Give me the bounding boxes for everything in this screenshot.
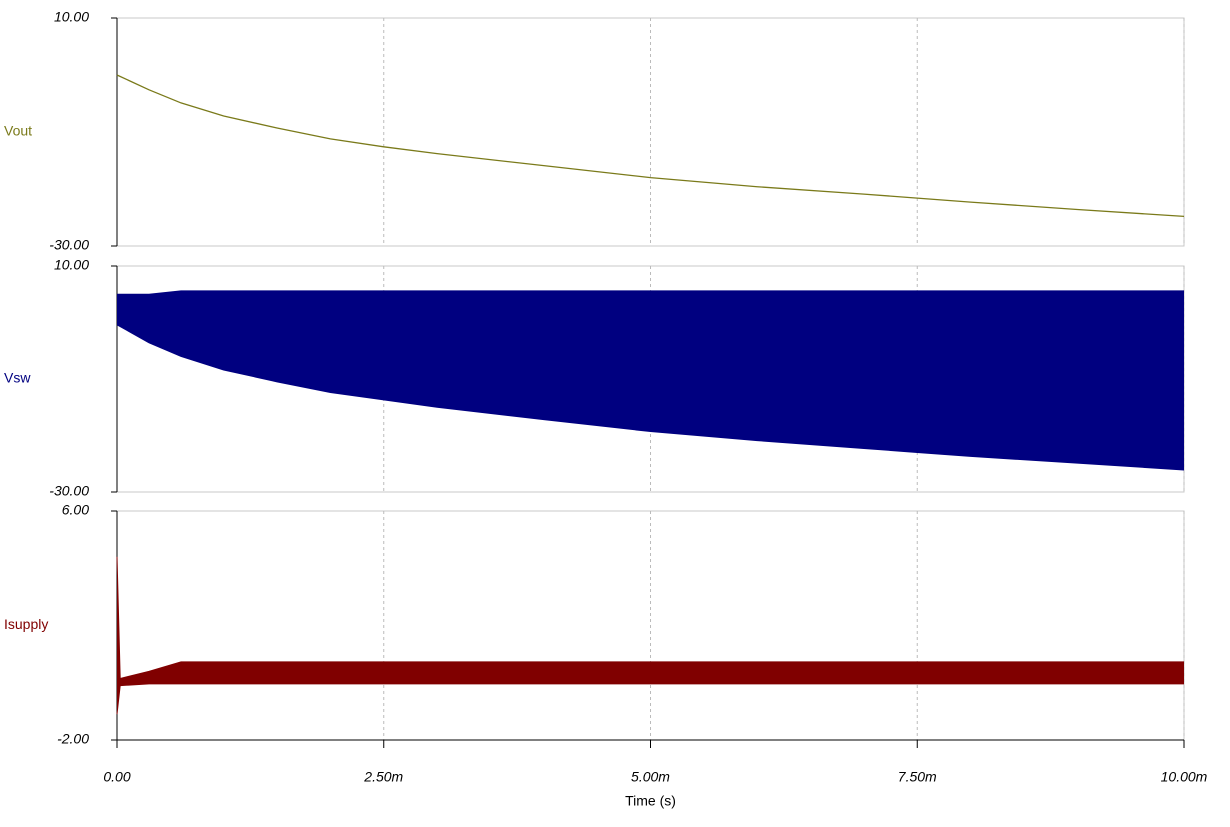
x-axis-label: Time (s) bbox=[625, 793, 676, 809]
y-tick-label: -2.00 bbox=[57, 731, 89, 747]
x-tick-label: 0.00 bbox=[103, 769, 130, 785]
envelope-high bbox=[116, 556, 1184, 680]
y-tick-label: -30.00 bbox=[49, 483, 89, 499]
envelope-high bbox=[117, 290, 1184, 295]
series-label: Vsw bbox=[4, 370, 31, 386]
series-line bbox=[116, 74, 1185, 218]
envelope-fill bbox=[117, 290, 1184, 470]
series-label: Vout bbox=[4, 123, 32, 139]
x-tick-label: 10.00m bbox=[1161, 769, 1208, 785]
series-label: Isupply bbox=[4, 616, 48, 632]
y-tick-label: 10.00 bbox=[54, 9, 89, 25]
x-tick-label: 7.50m bbox=[898, 769, 937, 785]
x-tick-label: 2.50m bbox=[363, 769, 403, 785]
envelope-low bbox=[116, 324, 1185, 471]
y-tick-label: 10.00 bbox=[54, 257, 89, 273]
envelope-low bbox=[116, 683, 1184, 715]
x-tick-label: 5.00m bbox=[631, 769, 670, 785]
envelope-fill bbox=[117, 556, 1184, 715]
y-tick-label: 6.00 bbox=[62, 502, 89, 518]
y-tick-label: -30.00 bbox=[49, 237, 89, 253]
